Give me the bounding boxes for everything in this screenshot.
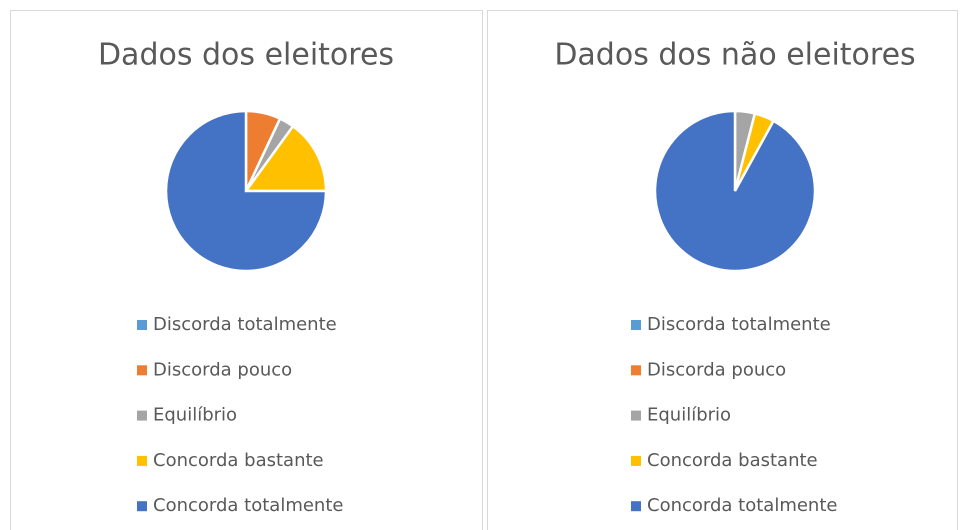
- legend-marker: [631, 320, 641, 330]
- legend-label: Concorda totalmente: [153, 495, 343, 516]
- legend-marker: [631, 365, 641, 376]
- legend-label: Equilíbrio: [153, 405, 237, 426]
- legend-marker: [137, 320, 147, 330]
- chart-title: Dados dos não eleitores: [554, 38, 915, 73]
- legend-marker: [137, 365, 147, 376]
- legend-label: Discorda totalmente: [153, 314, 337, 335]
- legend-label: Concorda bastante: [153, 450, 324, 471]
- legend-marker: [631, 410, 641, 421]
- pie-slice: [164, 109, 328, 273]
- legend-label: Concorda totalmente: [647, 495, 837, 516]
- legend-marker: [631, 455, 641, 466]
- legend-marker: [137, 410, 147, 421]
- legend-label: Discorda pouco: [647, 359, 786, 380]
- legend-label: Discorda totalmente: [647, 314, 831, 335]
- legend-label: Discorda pouco: [153, 359, 292, 380]
- legend-label: Concorda bastante: [647, 450, 818, 471]
- pie-slice: [653, 109, 817, 273]
- legend-marker: [137, 455, 147, 466]
- legend-marker: [631, 501, 641, 512]
- legend-label: Equilíbrio: [647, 405, 731, 426]
- chart-title: Dados dos eleitores: [98, 38, 394, 73]
- legend-marker: [137, 501, 147, 512]
- pie-slice: [243, 124, 328, 193]
